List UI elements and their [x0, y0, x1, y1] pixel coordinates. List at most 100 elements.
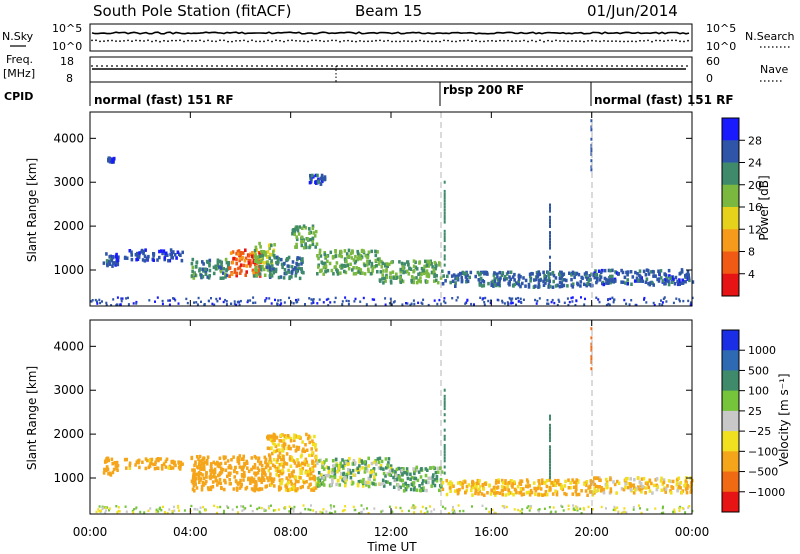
scatter-cell	[438, 488, 441, 493]
nave-point	[166, 65, 168, 67]
scatter-cell	[305, 460, 309, 464]
scatter-cell	[282, 465, 285, 469]
power-colorbar-block	[722, 184, 739, 208]
scatter-cell	[229, 251, 233, 255]
scatter-cell	[405, 485, 409, 489]
scatter-cell	[285, 452, 289, 456]
nave-point	[136, 65, 138, 67]
scatter-cell	[210, 470, 213, 474]
scatter-cell	[507, 270, 510, 275]
scatter-cell	[373, 265, 377, 269]
scatter-cell	[461, 485, 464, 490]
scatter-cell	[548, 279, 551, 283]
scatter-cell	[312, 509, 315, 512]
scatter-cell	[380, 510, 383, 513]
nsearch-point	[263, 40, 265, 43]
scatter-cell	[238, 465, 242, 469]
scatter-cell	[484, 296, 487, 300]
scatter-cell	[254, 262, 257, 267]
scatter-cell	[195, 486, 199, 490]
scatter-cell	[112, 467, 116, 472]
nave-point	[566, 65, 568, 67]
scatter-cell	[595, 296, 598, 299]
nsearch-point	[543, 40, 545, 43]
scatter-cell	[470, 302, 473, 306]
scatter-cell	[572, 507, 575, 510]
scatter-cell	[111, 264, 114, 268]
scatter-cell	[436, 466, 439, 471]
spike-cell	[443, 254, 446, 258]
nsearch-point	[563, 40, 565, 42]
scatter-cell	[681, 278, 684, 282]
nave-point	[596, 65, 598, 67]
scatter-cell	[252, 488, 255, 492]
scatter-cell	[612, 480, 615, 484]
scatter-cell	[240, 474, 244, 478]
scatter-cell	[625, 270, 628, 275]
scatter-cell	[565, 278, 568, 283]
scatter-cell	[278, 463, 282, 467]
scatter-cell	[251, 251, 254, 255]
scatter-cell	[300, 267, 303, 271]
scatter-cell	[631, 275, 635, 279]
scatter-cell	[316, 302, 319, 305]
scatter-cell	[628, 303, 631, 306]
scatter-cell	[311, 239, 314, 243]
nsearch-point	[439, 40, 441, 43]
scatter-cell	[595, 476, 598, 481]
scatter-cell	[498, 491, 502, 495]
velocity-spikes	[443, 327, 593, 479]
scatter-cell	[522, 492, 526, 496]
scatter-cell	[397, 487, 401, 491]
scatter-cell	[266, 476, 269, 480]
scatter-cell	[575, 299, 578, 302]
scatter-cell	[262, 468, 266, 472]
scatter-cell	[488, 510, 491, 514]
scatter-cell	[478, 283, 482, 287]
scatter-cell	[581, 276, 584, 280]
nsearch-point	[331, 39, 333, 42]
scatter-cell	[300, 461, 304, 466]
scatter-cell	[466, 279, 470, 284]
nave-point	[181, 65, 183, 67]
scatter-cell	[105, 459, 109, 463]
scatter-cell	[595, 280, 598, 285]
scatter-cell	[418, 260, 422, 264]
scatter-cell	[459, 272, 462, 276]
scatter-cell	[498, 280, 501, 284]
nsearch-point	[671, 39, 673, 42]
scatter-cell	[231, 508, 234, 511]
scatter-cell	[296, 458, 299, 462]
scatter-cell	[286, 257, 290, 261]
spike-cell	[549, 445, 551, 449]
nsearch-point	[599, 40, 601, 43]
scatter-cell	[640, 276, 643, 280]
scatter-cell	[255, 480, 258, 484]
nsearch-point	[463, 39, 465, 42]
nsearch-point	[275, 39, 277, 42]
scatter-cell	[561, 505, 564, 508]
scatter-cell	[324, 269, 328, 274]
scatter-cell	[128, 466, 132, 470]
scatter-cell	[253, 488, 257, 493]
scatter-cell	[379, 466, 383, 470]
scatter-cell	[195, 455, 199, 459]
scatter-cell	[195, 260, 199, 264]
scatter-cell	[543, 507, 546, 510]
scatter-cell	[410, 275, 414, 279]
scatter-cell	[510, 479, 513, 483]
scatter-cell	[388, 505, 391, 508]
scatter-cell	[334, 249, 337, 253]
scatter-cell	[491, 508, 494, 512]
scatter-cell	[162, 505, 164, 509]
scatter-cell	[410, 302, 413, 305]
spike-cell	[549, 243, 551, 247]
scatter-cell	[302, 271, 305, 275]
spike-cell	[590, 327, 593, 331]
scatter-cell	[413, 471, 416, 476]
scatter-cell	[494, 493, 497, 497]
scatter-cell	[294, 274, 298, 278]
